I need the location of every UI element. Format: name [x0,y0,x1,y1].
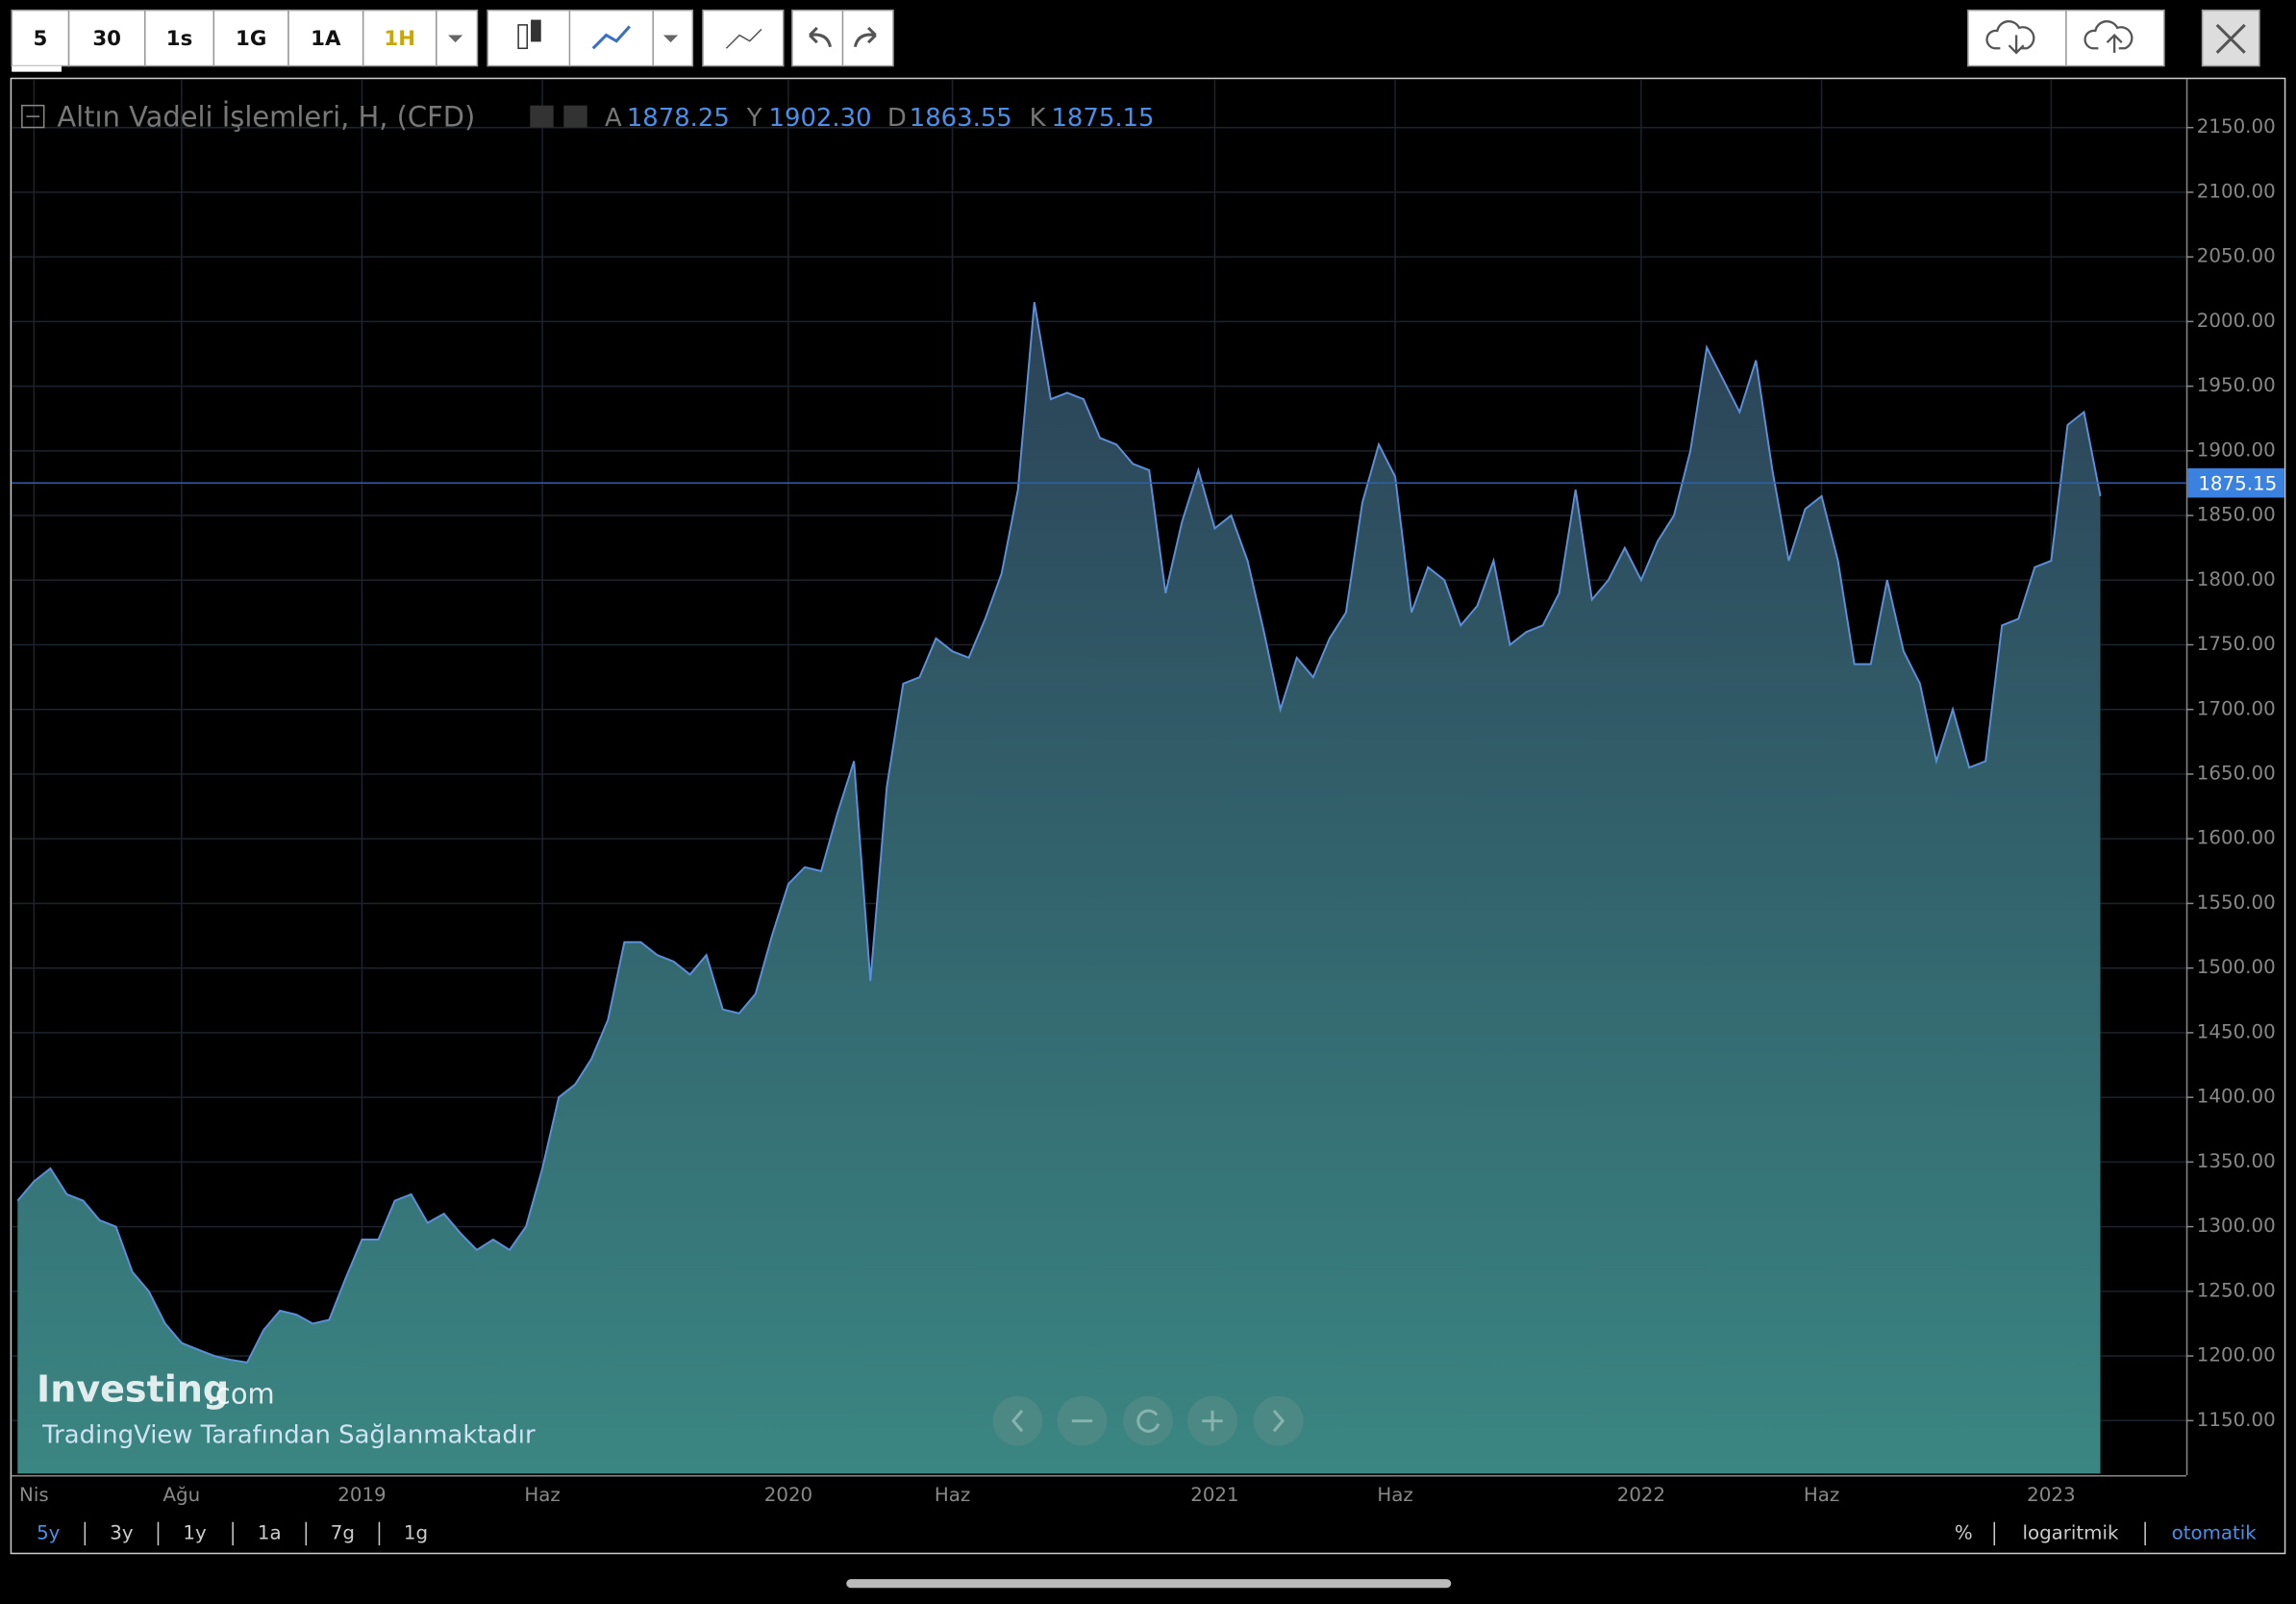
interval-button[interactable] [11,9,70,67]
x-tick-label: 2019 [337,1484,386,1506]
home-indicator [846,1579,1452,1589]
range-button[interactable]: 1g [404,1521,428,1543]
y-tick-label: 1500.00 [2197,956,2276,978]
y-tick-label: 1250.00 [2197,1279,2276,1301]
interval-button[interactable] [144,9,215,67]
ui: 5 30 1s 1G 1A 1H Altın Vadeli İşlemleri, H, (C… [11,9,2258,1546]
current-price-tag [2187,468,2284,498]
ohlc-value: 1863.55 [910,104,1012,133]
current-price-label: 1875.15 [2198,472,2277,494]
interval-label[interactable]: 30 [92,27,121,51]
range-button[interactable]: 3y [110,1521,134,1543]
y-tick-label: 1850.00 [2197,504,2276,526]
toolbar-icons [12,9,2260,1589]
y-tick-label: 1950.00 [2197,374,2276,396]
y-tick-label: 1800.00 [2197,568,2276,590]
scale-option[interactable]: % [1955,1521,1973,1543]
range-button[interactable]: 5y [37,1521,61,1543]
axes: 1150.00 1200.00 1250.00 1300.00 1350.00 1400.… [19,115,2284,1506]
eye-icon[interactable] [530,105,554,128]
y-tick-label: 2150.00 [2197,115,2276,138]
brand-suffix: .com [207,1378,275,1411]
candle-icon[interactable] [517,24,529,50]
scale-option[interactable]: otomatik [2172,1521,2258,1543]
range-button[interactable]: 7g [331,1521,355,1543]
interval-button[interactable] [362,9,437,67]
y-tick-label: 1150.00 [2197,1409,2276,1431]
ohlc-key: D [887,104,907,133]
y-tick-label: 1750.00 [2197,633,2276,655]
line [16,302,2102,1364]
ohlc-key: Y [746,104,762,133]
x-tick-label: 2020 [764,1484,812,1506]
ohlc-value: 1875.15 [1051,104,1154,133]
range-button[interactable]: 1a [258,1521,282,1543]
y-tick-label: 1900.00 [2197,439,2276,461]
interval-label[interactable]: 1H [384,27,415,51]
ohlc-value: 1902.30 [769,104,872,133]
range-button[interactable]: 1y [183,1521,207,1543]
reset[interactable] [1123,1395,1173,1446]
x-tick-label: Haz [1377,1484,1412,1506]
y-tick-label: 1200.00 [2197,1344,2276,1366]
x-tick-label: 2021 [1190,1484,1238,1506]
interval-label[interactable]: 5 [33,27,47,51]
interval-button[interactable] [212,9,289,67]
y-tick-label: 2000.00 [2197,310,2276,332]
y-tick-label: 2100.00 [2197,180,2276,202]
line-icon[interactable] [591,25,632,50]
x-tick-label: Haz [524,1484,560,1506]
frame [10,77,2286,1555]
x-tick-label: Nis [19,1484,49,1506]
settings-icon[interactable] [563,105,587,128]
ohlc-value: 1878.25 [627,104,730,133]
y-tick-label: 1550.00 [2197,891,2276,914]
y-tick-label: 1300.00 [2197,1215,2276,1237]
x-tick-label: Haz [1804,1484,1839,1506]
y-tick-label: 1700.00 [2197,697,2276,719]
x-tick-label: Ağu [163,1484,201,1506]
interval-label[interactable]: 1G [236,27,266,51]
scroll-right[interactable] [1253,1395,1304,1446]
collapse-icon[interactable] [21,104,45,129]
y-tick-label: 1450.00 [2197,1020,2276,1042]
y-tick-label: 1650.00 [2197,762,2276,784]
area [17,302,2101,1474]
chart-type-group[interactable] [487,9,694,67]
series-title: Altın Vadeli İşlemleri, H, (CFD) [57,100,475,133]
scale-option[interactable]: logaritmik [2022,1521,2118,1543]
y-tick-label: 1350.00 [2197,1150,2276,1172]
x-tick-label: Haz [935,1484,970,1506]
interval-label[interactable]: 1s [166,27,193,51]
nav-buttons [992,1395,1304,1446]
interval-label[interactable]: 1A [311,27,341,51]
scroll-left[interactable] [992,1395,1043,1446]
interval-button[interactable] [287,9,364,67]
brand: Investing [37,1368,229,1411]
plot [12,302,2186,1474]
y-tick-label: 1600.00 [2197,827,2276,849]
x-tick-label: 2022 [1617,1484,1665,1506]
x-tick-label: 2023 [2027,1484,2075,1506]
credit: TradingView Tarafından Sağlanmaktadır [41,1420,536,1449]
ohlc-key: K [1030,104,1047,133]
ohlc-key: A [605,104,622,133]
y-tick-label: 1400.00 [2197,1086,2276,1108]
interval-button[interactable] [67,9,146,67]
y-tick-label: 2050.00 [2197,245,2276,267]
